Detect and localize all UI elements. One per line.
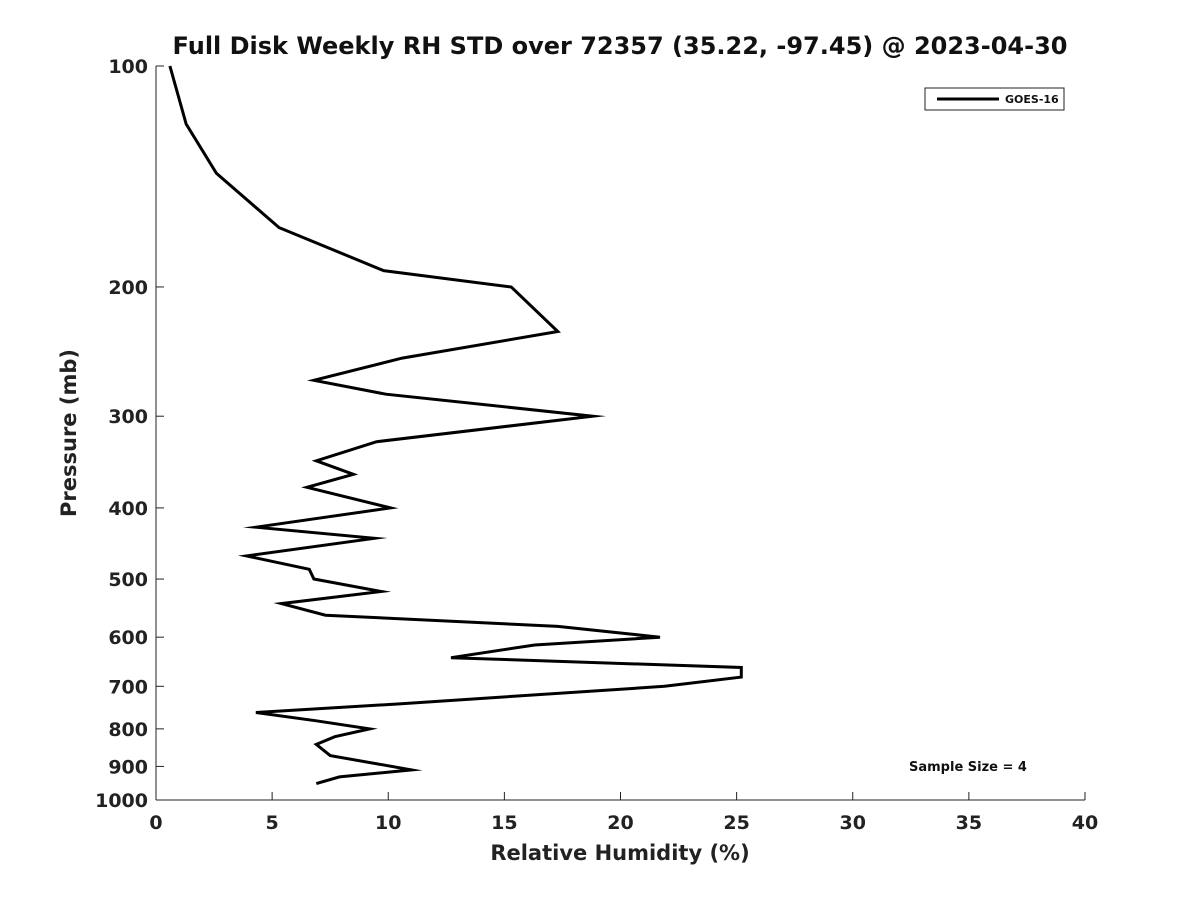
y-tick-label: 600 xyxy=(108,627,148,649)
x-axis-ticks: 0 5 10 15 20 25 30 35 40 xyxy=(149,792,1098,834)
y-axis-ticks: 100 200 300 400 500 600 700 800 900 1000 xyxy=(95,56,164,812)
y-tick-label: 100 xyxy=(108,56,148,78)
x-tick-label: 10 xyxy=(375,812,401,834)
series-layer xyxy=(168,65,743,786)
y-tick-label: 400 xyxy=(108,498,148,520)
y-tick-label: 200 xyxy=(108,277,148,299)
y-tick-label: 300 xyxy=(108,406,148,428)
y-tick-label: 500 xyxy=(108,569,148,591)
sample-size-annotation: Sample Size = 4 xyxy=(909,760,1027,775)
x-axis-label: Relative Humidity (%) xyxy=(490,841,749,865)
legend: GOES-16 xyxy=(924,87,1065,111)
x-tick-label: 0 xyxy=(149,812,162,834)
y-tick-label: 800 xyxy=(108,719,148,741)
x-tick-label: 5 xyxy=(266,812,279,834)
y-tick-label: 700 xyxy=(108,676,148,698)
series-line-goes-16 xyxy=(168,65,743,786)
x-tick-label: 35 xyxy=(956,812,982,834)
x-tick-label: 25 xyxy=(723,812,749,834)
chart-title: Full Disk Weekly RH STD over 72357 (35.2… xyxy=(173,32,1068,60)
legend-label-goes-16: GOES-16 xyxy=(1005,93,1059,106)
y-axis-label: Pressure (mb) xyxy=(57,349,81,517)
x-tick-label: 30 xyxy=(840,812,866,834)
y-tick-label: 900 xyxy=(108,756,148,778)
x-tick-label: 40 xyxy=(1072,812,1098,834)
x-tick-label: 20 xyxy=(607,812,633,834)
x-tick-label: 15 xyxy=(491,812,517,834)
y-tick-label: 1000 xyxy=(95,790,148,812)
